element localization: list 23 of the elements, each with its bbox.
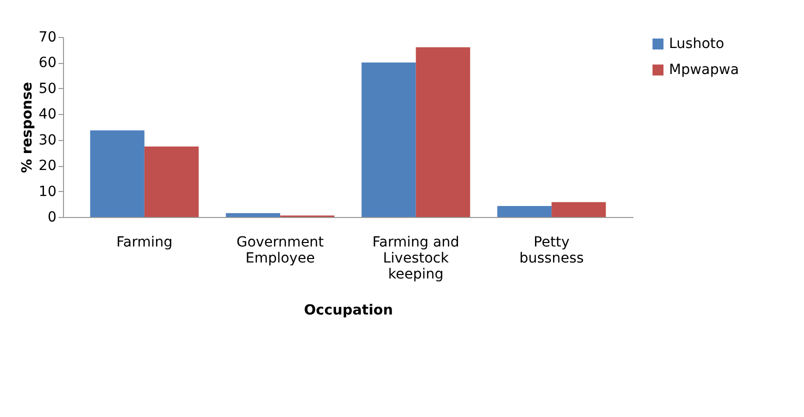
legend-label: Mpwapwa (669, 62, 739, 78)
bar (416, 47, 470, 217)
legend-label: Lushoto (669, 36, 724, 52)
y-tick-label: 0 (48, 210, 56, 226)
bar (497, 206, 552, 217)
x-tick-label: Farming (116, 234, 173, 250)
y-tick-label: 60 (38, 55, 56, 72)
y-tick-label: 40 (38, 106, 56, 123)
bar (226, 213, 280, 217)
bar (362, 62, 416, 217)
y-axis-title: % response (20, 82, 36, 174)
bar (144, 146, 199, 217)
x-tick-label: Government Employee (236, 234, 324, 266)
y-tick-label: 20 (38, 158, 56, 174)
bar (552, 202, 606, 217)
y-tick-label: 10 (38, 184, 56, 200)
bar (90, 130, 144, 217)
y-tick-label: 70 (38, 30, 56, 46)
x-tick-label: Farming and Livestock keeping (372, 234, 460, 282)
y-tick-label: 50 (38, 80, 56, 97)
y-tick-label: 30 (38, 132, 56, 148)
x-tick-label: Petty bussness (519, 234, 584, 266)
x-axis-title: Occupation (304, 302, 394, 318)
